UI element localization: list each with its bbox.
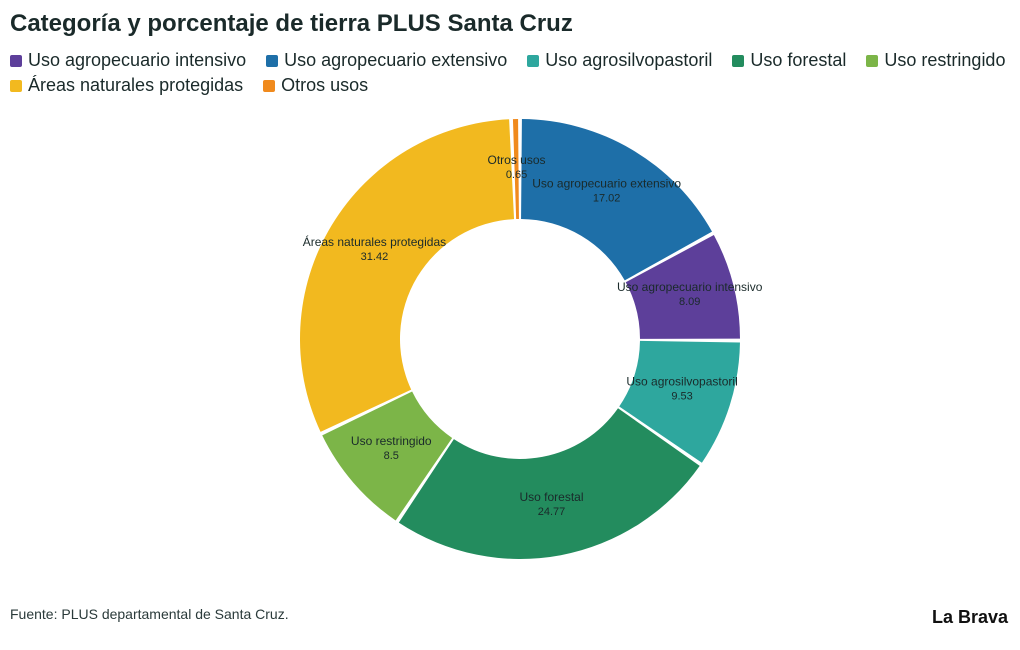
legend-swatch bbox=[263, 80, 275, 92]
slice-label: Uso forestal bbox=[519, 490, 583, 504]
legend-label: Uso agrosilvopastoril bbox=[545, 50, 712, 71]
slice-label: Otros usos bbox=[488, 153, 546, 167]
legend-swatch bbox=[10, 55, 22, 67]
legend-item[interactable]: Áreas naturales protegidas bbox=[10, 75, 243, 96]
donut-slice[interactable] bbox=[300, 119, 514, 432]
legend-label: Uso agropecuario extensivo bbox=[284, 50, 507, 71]
slice-label: Uso agropecuario extensivo bbox=[532, 177, 681, 191]
slice-label: Uso agropecuario intensivo bbox=[617, 280, 763, 294]
chart-container: Categoría y porcentaje de tierra PLUS Sa… bbox=[0, 0, 1020, 650]
legend-item[interactable]: Uso agrosilvopastoril bbox=[527, 50, 712, 71]
slice-value: 8.09 bbox=[679, 296, 700, 308]
legend-item[interactable]: Uso agropecuario extensivo bbox=[266, 50, 507, 71]
legend-swatch bbox=[866, 55, 878, 67]
legend-item[interactable]: Uso agropecuario intensivo bbox=[10, 50, 246, 71]
legend-swatch bbox=[10, 80, 22, 92]
donut-chart-wrap: Uso agropecuario extensivo 17.02 Uso agrop… bbox=[10, 104, 1010, 574]
legend-label: Uso agropecuario intensivo bbox=[28, 50, 246, 71]
legend: Uso agropecuario intensivo Uso agropecuar… bbox=[10, 50, 1010, 96]
legend-label: Uso forestal bbox=[750, 50, 846, 71]
legend-label: Uso restringido bbox=[884, 50, 1005, 71]
brand-logo: La Brava bbox=[932, 607, 1008, 628]
legend-label: Áreas naturales protegidas bbox=[28, 75, 243, 96]
slice-value: 9.53 bbox=[671, 390, 692, 402]
slice-value: 8.5 bbox=[384, 450, 399, 462]
donut-chart: Uso agropecuario extensivo 17.02 Uso agrop… bbox=[10, 104, 1010, 574]
legend-label: Otros usos bbox=[281, 75, 368, 96]
legend-swatch bbox=[732, 55, 744, 67]
legend-item[interactable]: Uso restringido bbox=[866, 50, 1005, 71]
donut-slice[interactable] bbox=[399, 408, 700, 559]
legend-swatch bbox=[527, 55, 539, 67]
source-text: Fuente: PLUS departamental de Santa Cruz… bbox=[10, 606, 289, 622]
slice-value: 31.42 bbox=[361, 251, 389, 263]
chart-title: Categoría y porcentaje de tierra PLUS Sa… bbox=[10, 10, 1010, 38]
legend-item[interactable]: Otros usos bbox=[263, 75, 368, 96]
legend-item[interactable]: Uso forestal bbox=[732, 50, 846, 71]
slice-label: Uso agrosilvopastoril bbox=[626, 374, 737, 388]
legend-swatch bbox=[266, 55, 278, 67]
slice-value: 0.65 bbox=[506, 169, 527, 181]
slice-value: 24.77 bbox=[538, 506, 566, 518]
slice-label: Uso restringido bbox=[351, 434, 432, 448]
slice-value: 17.02 bbox=[593, 193, 621, 205]
slice-label: Áreas naturales protegidas bbox=[303, 234, 446, 249]
